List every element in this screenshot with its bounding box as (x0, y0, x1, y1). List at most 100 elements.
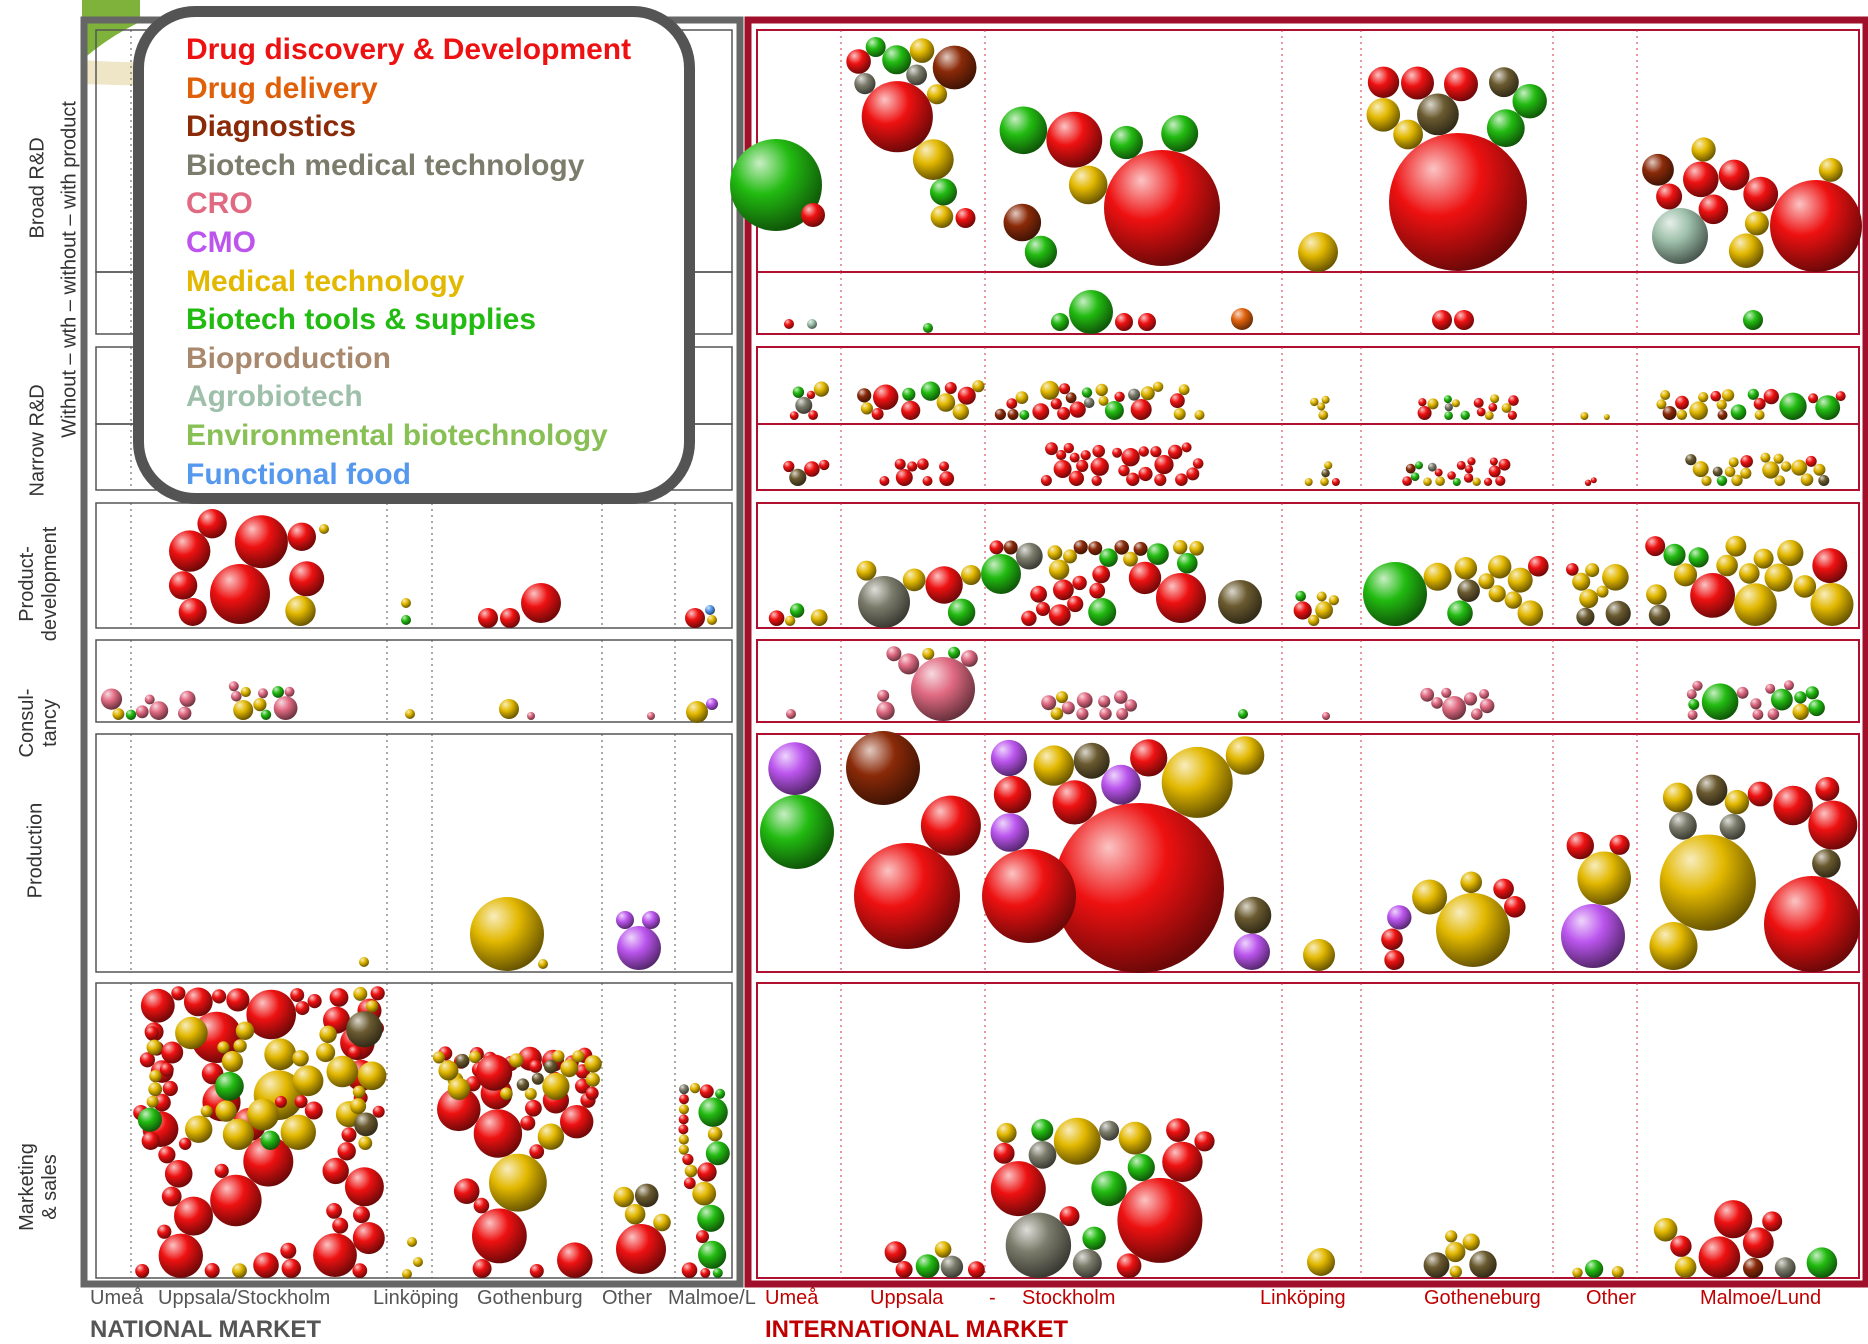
bubble-142 (1660, 390, 1671, 400)
bubble-370 (1061, 701, 1075, 715)
bubble-271 (1072, 575, 1087, 591)
bubble-633 (679, 1084, 689, 1095)
bubble-584 (476, 1054, 513, 1091)
bubble-74 (972, 380, 985, 393)
bubble-291 (1328, 595, 1339, 606)
bubble-293 (1447, 600, 1473, 626)
bubble-439 (1659, 834, 1756, 931)
bubble-192 (1484, 477, 1493, 486)
bubble-330 (149, 701, 169, 720)
bubble-162 (1080, 450, 1091, 461)
bubble-422 (1073, 742, 1110, 779)
bubble-40 (1728, 233, 1764, 268)
bubble-54 (1454, 310, 1474, 330)
cell-frames (80, 16, 1868, 1288)
bubble-233 (234, 515, 288, 569)
bubble-345 (284, 686, 295, 697)
row-label-product-development: Product- development (16, 524, 62, 644)
bubble-479 (183, 987, 213, 1017)
bubble-204 (1415, 461, 1423, 470)
bubble-46 (784, 319, 794, 329)
bubble-170 (1168, 444, 1183, 460)
col-label-intl-linkoping: Linköping (1260, 1287, 1346, 1309)
bubble-123 (1717, 410, 1728, 420)
bubble-241 (521, 583, 561, 623)
bubble-342 (260, 709, 272, 720)
bubble-24 (1389, 133, 1527, 271)
bubble-645 (1127, 1153, 1155, 1182)
bubble-352 (706, 698, 718, 710)
bubble-312 (1648, 604, 1671, 626)
bubble-190 (1464, 465, 1474, 474)
bubble-376 (1442, 696, 1467, 720)
legend-medical-technology: Medical technology (186, 264, 465, 298)
bubble-95 (1015, 391, 1029, 404)
bubble-484 (344, 1167, 384, 1207)
bubble-196 (1410, 472, 1420, 482)
bubble-545 (366, 1000, 379, 1013)
bubble-98 (1128, 388, 1141, 401)
bubble-373 (1238, 709, 1248, 719)
bubble-5 (912, 139, 954, 181)
col-label-intl-stockholm: Stockholm (1022, 1287, 1116, 1309)
bubble-589 (585, 1086, 599, 1100)
bubble-554 (489, 1153, 547, 1212)
bubble-340 (231, 691, 242, 702)
bubble-117 (1443, 395, 1452, 404)
bubble-375 (1471, 708, 1483, 720)
bubble-447 (1773, 785, 1813, 826)
row-label-product-development-line1: Product- (16, 546, 38, 622)
bubble-617 (683, 1177, 696, 1190)
bubble-223 (1762, 461, 1780, 479)
bubble-156 (1068, 470, 1084, 486)
bubble-642 (1082, 1226, 1106, 1251)
bubble-299 (1507, 567, 1533, 593)
bubble-48 (1069, 290, 1113, 334)
bubble-322 (1777, 539, 1804, 567)
bubble-280 (1189, 541, 1204, 556)
bubble-186 (1402, 476, 1412, 486)
bubble-334 (135, 705, 149, 719)
bubble-173 (1040, 475, 1052, 486)
bubble-587 (560, 1059, 579, 1078)
bubble-586 (447, 1077, 471, 1101)
bubble-478 (226, 988, 250, 1012)
bubble-480 (326, 1203, 342, 1219)
bubble-122 (1580, 412, 1589, 420)
bubble-221 (1813, 463, 1826, 476)
bubble-424 (1303, 939, 1335, 971)
legend-cmo: CMO (186, 225, 256, 259)
bubble-410 (1054, 803, 1224, 973)
bubble-441 (1724, 789, 1750, 815)
bubble-27 (1401, 66, 1434, 100)
bubble-61 (792, 386, 805, 398)
bubble-666 (1611, 1266, 1624, 1278)
bubble-166 (1154, 455, 1174, 475)
bubble-359 (877, 689, 890, 702)
bubble-178 (1045, 442, 1058, 456)
bubble-524 (357, 1061, 387, 1091)
bubble-337 (233, 700, 254, 720)
bubble-43 (1691, 137, 1716, 162)
bubble-258 (1218, 580, 1262, 624)
bubble-609 (613, 1186, 635, 1208)
bubble-47 (807, 319, 817, 329)
bubble-499 (140, 988, 175, 1023)
bubble-420 (1225, 736, 1265, 775)
bubble-14 (865, 37, 886, 57)
bubble-168 (1121, 448, 1140, 467)
bubble-39 (1683, 161, 1719, 198)
bubble-274 (1173, 540, 1188, 555)
bubble-482 (153, 1093, 171, 1112)
bubble-508 (358, 1136, 373, 1150)
bubble-176 (1181, 442, 1192, 453)
bubble-582 (524, 1088, 537, 1100)
bubble-476 (332, 1217, 349, 1234)
international-row-6 (756, 733, 1860, 973)
bubble-107 (1488, 403, 1498, 412)
legend-agrobiotech: Agrobiotech (186, 380, 363, 414)
bubble-209 (1800, 473, 1814, 487)
bubble-114 (1490, 394, 1500, 404)
bubble-215 (1740, 467, 1752, 479)
bubble-25 (1393, 119, 1423, 150)
